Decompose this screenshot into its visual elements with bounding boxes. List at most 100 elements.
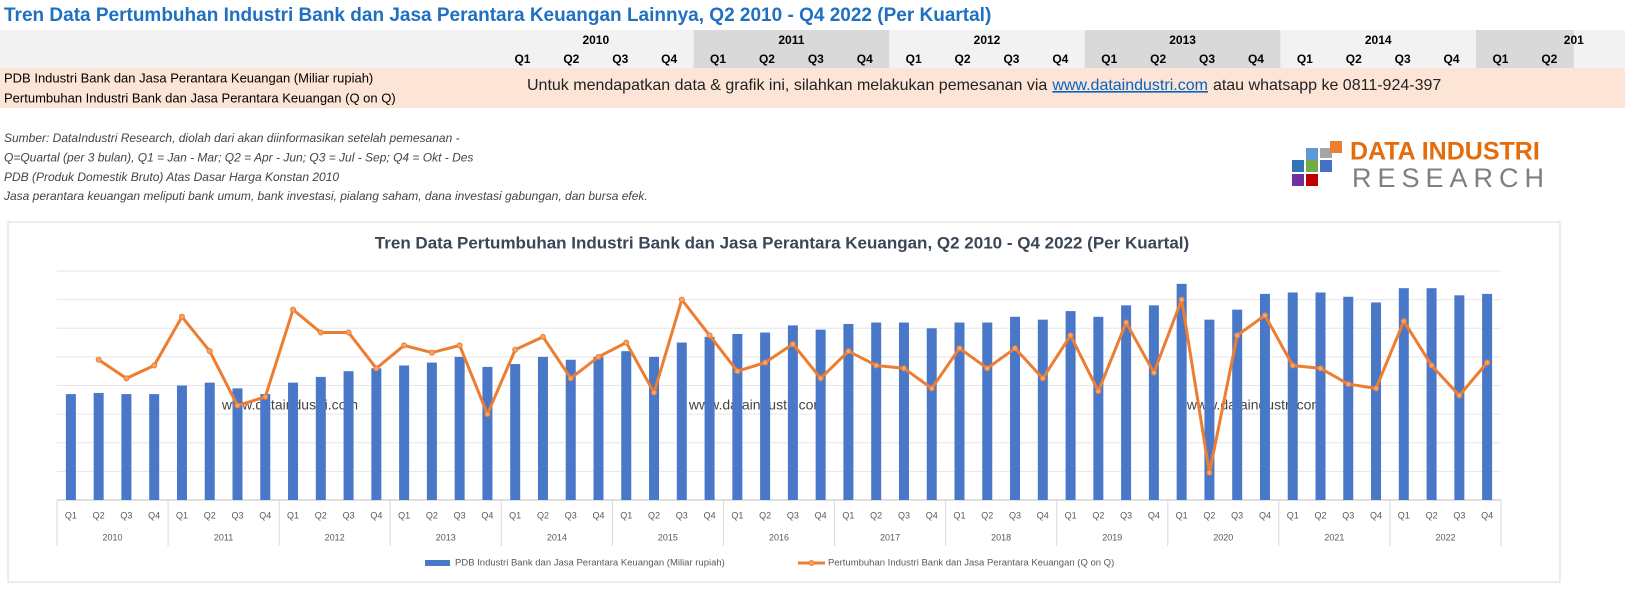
year-header: 2014 bbox=[1365, 33, 1392, 47]
x-group-label: 2010 bbox=[103, 532, 123, 542]
bar bbox=[1204, 319, 1215, 500]
x-tick-label: Q1 bbox=[398, 510, 410, 520]
line-marker bbox=[789, 340, 796, 347]
bar bbox=[537, 356, 548, 500]
bar bbox=[621, 351, 632, 500]
bar bbox=[1065, 311, 1076, 500]
x-tick-label: Q4 bbox=[1370, 510, 1382, 520]
bar bbox=[760, 332, 771, 500]
line-marker bbox=[1150, 369, 1157, 376]
line-marker bbox=[123, 375, 130, 382]
x-tick-label: Q2 bbox=[759, 510, 771, 520]
line-marker bbox=[512, 346, 519, 353]
bar bbox=[510, 364, 521, 500]
x-tick-label: Q3 bbox=[1120, 510, 1132, 520]
bar bbox=[121, 394, 132, 500]
bar bbox=[593, 356, 604, 500]
notice: Untuk mendapatkan data & grafik ini, sil… bbox=[527, 77, 1441, 94]
line-marker bbox=[845, 348, 852, 355]
x-tick-label: Q3 bbox=[1342, 510, 1354, 520]
quarter-header: Q4 bbox=[1444, 52, 1460, 66]
line-marker bbox=[1456, 392, 1463, 399]
line-marker bbox=[151, 362, 158, 369]
row-label: Pertumbuhan Industri Bank dan Jasa Peran… bbox=[4, 90, 396, 105]
quarter-header: Q1 bbox=[710, 52, 726, 66]
line-marker bbox=[1039, 375, 1046, 382]
bar bbox=[482, 366, 493, 500]
bar bbox=[1482, 293, 1493, 500]
line-marker bbox=[567, 375, 574, 382]
note: Q=Quartal (per 3 bulan), Q1 = Jan - Mar;… bbox=[4, 150, 473, 164]
note: PDB (Produk Domestik Bruto) Atas Dasar H… bbox=[4, 170, 339, 184]
quarter-header: Q3 bbox=[612, 52, 628, 66]
bar bbox=[1037, 319, 1048, 500]
row-label: PDB Industri Bank dan Jasa Perantara Keu… bbox=[4, 70, 373, 85]
x-tick-label: Q4 bbox=[370, 510, 382, 520]
line-marker bbox=[734, 368, 741, 375]
year-shade bbox=[1476, 30, 1574, 68]
x-group-label: 2022 bbox=[1435, 532, 1455, 542]
year-header: 2011 bbox=[778, 33, 804, 47]
x-tick-label: Q2 bbox=[426, 510, 438, 520]
bar bbox=[871, 322, 882, 500]
x-tick-label: Q2 bbox=[648, 510, 660, 520]
bar bbox=[1315, 292, 1326, 500]
line-marker bbox=[1261, 312, 1268, 319]
bar bbox=[371, 368, 382, 500]
bar bbox=[315, 376, 326, 500]
bar bbox=[65, 394, 76, 500]
x-tick-label: Q3 bbox=[898, 510, 910, 520]
x-tick-label: Q2 bbox=[870, 510, 882, 520]
line-marker bbox=[678, 296, 685, 303]
bar bbox=[232, 388, 243, 500]
quarter-header: Q2 bbox=[759, 52, 775, 66]
x-tick-label: Q2 bbox=[1092, 510, 1104, 520]
bar bbox=[1232, 309, 1243, 500]
bar bbox=[676, 342, 687, 500]
line-marker bbox=[1428, 362, 1435, 369]
bar bbox=[926, 328, 937, 500]
notice-link[interactable]: www.dataindustri.com bbox=[1051, 77, 1208, 94]
year-shade bbox=[693, 30, 890, 68]
x-group-label: 2014 bbox=[547, 532, 567, 542]
bar bbox=[1398, 288, 1409, 500]
bar bbox=[954, 322, 965, 500]
quarter-header: Q2 bbox=[955, 52, 971, 66]
quarter-header: Q3 bbox=[1199, 52, 1215, 66]
bar bbox=[1093, 316, 1104, 500]
bar bbox=[260, 394, 271, 500]
line-marker bbox=[234, 402, 241, 409]
bar bbox=[732, 333, 743, 500]
quarter-header: Q2 bbox=[1346, 52, 1362, 66]
x-tick-label: Q4 bbox=[1148, 510, 1160, 520]
line-marker bbox=[1400, 318, 1407, 325]
year-header: 2012 bbox=[974, 33, 1001, 47]
bar bbox=[649, 356, 660, 500]
line-marker bbox=[873, 362, 880, 369]
x-tick-label: Q4 bbox=[481, 510, 493, 520]
x-tick-label: Q2 bbox=[981, 510, 993, 520]
line-marker bbox=[484, 411, 491, 418]
bar bbox=[1426, 288, 1437, 500]
line-marker bbox=[1317, 365, 1324, 372]
bar bbox=[288, 382, 299, 500]
bar bbox=[176, 385, 187, 500]
line-marker bbox=[1234, 332, 1241, 339]
bar bbox=[898, 322, 909, 500]
x-tick-label: Q1 bbox=[176, 510, 188, 520]
quarter-header: Q1 bbox=[1101, 52, 1117, 66]
bar bbox=[1121, 305, 1132, 500]
logo-subtitle: RESEARCH bbox=[1352, 163, 1550, 193]
quarter-header: Q4 bbox=[661, 52, 677, 66]
line-marker bbox=[900, 365, 907, 372]
line-marker bbox=[95, 356, 102, 363]
line-marker bbox=[290, 306, 297, 313]
x-tick-label: Q3 bbox=[1009, 510, 1021, 520]
x-tick-label: Q4 bbox=[815, 510, 827, 520]
x-group-label: 2018 bbox=[991, 532, 1011, 542]
year-shade bbox=[1084, 30, 1281, 68]
row-band bbox=[0, 68, 1625, 108]
x-group-label: 2013 bbox=[436, 532, 456, 542]
bar bbox=[982, 322, 993, 500]
line-marker bbox=[1123, 319, 1130, 326]
